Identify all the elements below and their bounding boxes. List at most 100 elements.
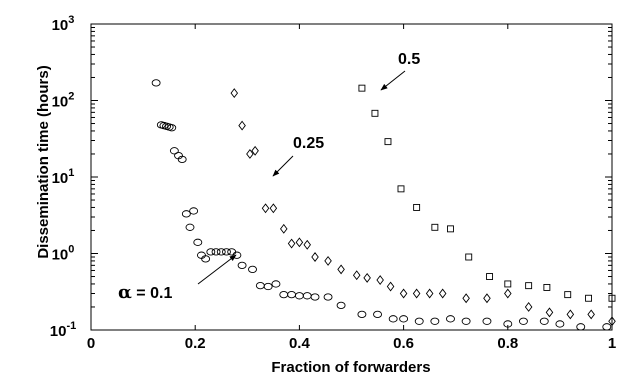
series-circle (151, 79, 612, 331)
square-point (397, 185, 405, 193)
x-tick-label: 0.6 (393, 335, 414, 352)
circle-point (216, 248, 226, 256)
annotation-arrow (197, 254, 237, 285)
circle-point (518, 317, 528, 325)
circle-point (167, 124, 177, 132)
y-tick-label: 102 (52, 91, 75, 111)
diamond-point (524, 302, 533, 312)
circle-point (539, 317, 549, 325)
diamond-point (352, 270, 361, 281)
y-axis-title: Dissemination time (hours) (35, 65, 52, 258)
diamond-point (483, 293, 491, 304)
circle-point (446, 315, 455, 323)
square-point (504, 280, 512, 288)
circle-point (399, 315, 409, 323)
x-tick-label: 0.8 (497, 335, 518, 352)
circle-point (461, 317, 471, 325)
x-tick-label: 1 (608, 335, 616, 352)
data-series (151, 79, 616, 331)
diamond-point (425, 288, 434, 299)
diamond-point (462, 293, 470, 304)
annotation-arrow (380, 70, 406, 91)
annotation-square: 0.5 (398, 51, 420, 68)
circle-point (414, 317, 424, 325)
annotation-diamond: 0.25 (293, 135, 324, 152)
circle-point (482, 317, 492, 325)
diamond-point (376, 275, 384, 285)
diamond-point (287, 238, 296, 249)
circle-point (430, 317, 440, 325)
square-point (543, 283, 551, 291)
diamond-point (246, 149, 254, 159)
circle-point (271, 280, 281, 288)
diamond-point (280, 223, 288, 234)
square-point (465, 253, 473, 261)
circle-point (555, 320, 565, 328)
circle-point (193, 238, 203, 246)
circle-point (373, 310, 382, 319)
circle-point (189, 207, 199, 215)
circle-point (388, 315, 398, 323)
square-point (384, 138, 392, 146)
square-point (525, 282, 533, 290)
diamond-point (363, 272, 371, 283)
diamond-point (269, 203, 278, 214)
circle-point (323, 293, 333, 301)
y-tick-label: 103 (52, 14, 75, 34)
x-tick-label: 0 (87, 335, 95, 352)
square-point (564, 291, 572, 299)
square-point (585, 294, 593, 302)
circle-point (227, 248, 237, 256)
diamond-point (438, 288, 447, 299)
circle-point (255, 281, 265, 290)
circle-point (294, 292, 304, 300)
circle-point (169, 147, 179, 155)
circle-point (211, 248, 221, 256)
series-square (358, 84, 616, 302)
diamond-point (504, 288, 512, 299)
x-tick-label: 0.4 (289, 335, 311, 352)
circle-point (206, 248, 216, 256)
square-point (358, 84, 366, 92)
circle-point (279, 290, 289, 299)
diamond-point (311, 252, 319, 262)
circle-point (181, 210, 191, 218)
circle-point (185, 223, 195, 231)
y-tick-label: 101 (52, 167, 75, 187)
circle-point (177, 155, 187, 164)
circle-point (336, 301, 346, 310)
diamond-point (261, 203, 270, 214)
square-point (371, 109, 379, 117)
x-axis-title: Fraction of forwarders (271, 359, 430, 376)
circle-point (232, 251, 242, 259)
circle-point (576, 323, 586, 331)
series-diamond (230, 88, 616, 327)
diamond-point (337, 264, 345, 275)
circle-point (263, 282, 273, 291)
circle-point (248, 265, 257, 274)
y-tick-label: 10-1 (50, 320, 76, 340)
circle-point (310, 293, 320, 301)
diamond-point (587, 309, 595, 320)
square-point (486, 273, 494, 280)
diamond-point (386, 281, 395, 292)
diamond-point (412, 288, 421, 299)
diamond-point (295, 237, 304, 248)
circle-point (287, 290, 297, 299)
square-point (413, 203, 421, 211)
annotation-arrow (272, 155, 294, 177)
x-tick-label: 0.2 (185, 335, 206, 352)
diamond-point (238, 120, 246, 131)
square-point (447, 225, 454, 233)
circle-point (302, 292, 312, 300)
diamond-point (545, 307, 554, 318)
diamond-point (399, 288, 408, 299)
circle-point (237, 261, 247, 269)
diamond-point (230, 88, 239, 99)
annotation-circle: α = 0.1 (118, 282, 172, 303)
circle-point (222, 248, 231, 256)
diamond-point (324, 255, 332, 266)
square-point (608, 294, 616, 302)
diamond-point (251, 145, 259, 156)
